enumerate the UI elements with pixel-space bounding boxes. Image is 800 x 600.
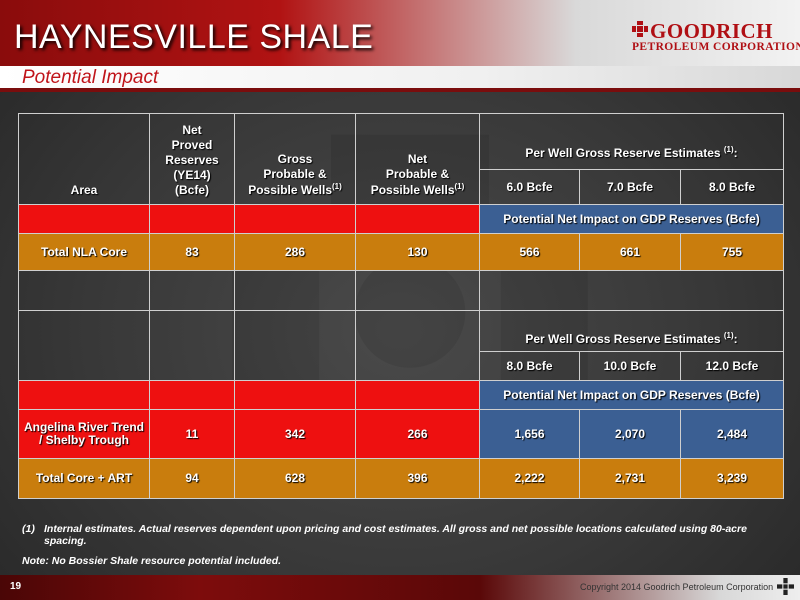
footer-band bbox=[0, 575, 800, 600]
row-net: 396 bbox=[355, 458, 480, 499]
empty-cell bbox=[18, 204, 150, 234]
header-net-wells: Net Probable & Possible Wells(1) bbox=[355, 113, 480, 205]
empty-cell bbox=[355, 310, 480, 381]
per-well-colon: : bbox=[733, 332, 738, 346]
company-logo: GOODRICH PETROLEUM CORPORATION bbox=[632, 19, 800, 59]
estimate-header: 7.0 Bcfe bbox=[579, 169, 681, 205]
reserves-table: Area Net Proved Reserves (YE14) (Bcfe) G… bbox=[18, 113, 785, 499]
note-text: Note: No Bossier Shale resource potentia… bbox=[22, 555, 282, 567]
estimate-header: 10.0 Bcfe bbox=[579, 351, 681, 381]
footnote-ref: (1) bbox=[723, 331, 734, 340]
row-area: Total Core + ART bbox=[18, 458, 150, 499]
estimate-header: 8.0 Bcfe bbox=[679, 169, 785, 205]
row-area: Angelina River Trend / Shelby Trough bbox=[18, 409, 150, 459]
header-per-well-estimates: Per Well Gross Reserve Estimates (1): bbox=[478, 113, 785, 170]
header-net-line: Net bbox=[407, 152, 428, 166]
footnote-text: Internal estimates. Actual reserves depe… bbox=[44, 523, 747, 547]
row-proved: 11 bbox=[149, 409, 235, 459]
header-gross-line: Probable & bbox=[263, 167, 327, 181]
row-net: 130 bbox=[355, 233, 480, 271]
header-net-text: Possible Wells bbox=[370, 183, 455, 197]
impact-label: Potential Net Impact on GDP Reserves (Bc… bbox=[478, 204, 785, 234]
subtitle-band bbox=[0, 66, 800, 88]
row-gross: 286 bbox=[234, 233, 356, 271]
header-net-line: Probable & bbox=[385, 167, 450, 181]
header-proved-line: Net bbox=[182, 123, 202, 137]
empty-cell bbox=[149, 310, 235, 381]
row-value: 566 bbox=[479, 233, 580, 271]
empty-cell bbox=[18, 270, 150, 311]
per-well-title: Per Well Gross Reserve Estimates bbox=[525, 145, 724, 160]
logo-name: GOODRICH bbox=[650, 19, 774, 43]
empty-cell bbox=[355, 204, 480, 234]
row-value: 755 bbox=[679, 233, 785, 271]
estimate-header: 8.0 Bcfe bbox=[479, 351, 580, 381]
header-proved-line: Reserves bbox=[165, 153, 219, 167]
empty-cell bbox=[149, 270, 235, 311]
empty-cell bbox=[234, 270, 356, 311]
header-proved-line: (Bcfe) bbox=[174, 183, 209, 197]
estimate-header: 12.0 Bcfe bbox=[679, 351, 785, 381]
empty-cell bbox=[234, 310, 356, 381]
row-area: Total NLA Core bbox=[18, 233, 150, 271]
row-value: 3,239 bbox=[679, 458, 785, 499]
row-net: 266 bbox=[355, 409, 480, 459]
footnote-number: (1) bbox=[22, 523, 35, 535]
empty-cell bbox=[149, 380, 235, 410]
page-title: HAYNESVILLE SHALE bbox=[14, 18, 374, 56]
footnote-ref: (1) bbox=[332, 182, 342, 191]
page-number: 19 bbox=[10, 581, 22, 592]
header-gross-line: Possible Wells(1) bbox=[235, 182, 355, 198]
per-well-colon: : bbox=[733, 145, 738, 160]
empty-cell bbox=[149, 204, 235, 234]
footer-logo-icon bbox=[777, 578, 794, 595]
goodrich-logo-mark-icon bbox=[632, 21, 648, 37]
copyright-text: Copyright 2014 Goodrich Petroleum Corpor… bbox=[580, 582, 774, 592]
header-gross-text: Possible Wells bbox=[248, 183, 333, 197]
empty-cell bbox=[234, 380, 356, 410]
empty-cell bbox=[355, 270, 480, 311]
per-well-title: Per Well Gross Reserve Estimates bbox=[525, 332, 724, 346]
row-value: 2,222 bbox=[479, 458, 580, 499]
header-proved-line: (YE14) bbox=[173, 168, 211, 182]
header-gross-wells: Gross Probable & Possible Wells(1) bbox=[234, 113, 356, 205]
header-proved-line: Proved bbox=[171, 138, 213, 152]
header-net-proved-reserves: Net Proved Reserves (YE14) (Bcfe) bbox=[149, 113, 235, 205]
page-subtitle: Potential Impact bbox=[22, 67, 159, 88]
impact-label: Potential Net Impact on GDP Reserves (Bc… bbox=[478, 380, 785, 410]
empty-cell bbox=[18, 310, 150, 381]
header-area: Area bbox=[18, 113, 150, 205]
row-proved: 83 bbox=[149, 233, 235, 271]
header-per-well-estimates-2: Per Well Gross Reserve Estimates (1): bbox=[478, 310, 785, 352]
row-gross: 342 bbox=[234, 409, 356, 459]
empty-cell bbox=[234, 204, 356, 234]
logo-corporation: PETROLEUM CORPORATION bbox=[632, 41, 800, 53]
row-value: 2,731 bbox=[579, 458, 681, 499]
row-gross: 628 bbox=[234, 458, 356, 499]
footnote-ref: (1) bbox=[723, 144, 734, 154]
empty-cell bbox=[478, 270, 785, 311]
row-value: 661 bbox=[579, 233, 681, 271]
empty-cell bbox=[18, 380, 150, 410]
header-net-line: Possible Wells(1) bbox=[356, 182, 479, 198]
row-value: 2,484 bbox=[679, 409, 785, 459]
estimate-header: 6.0 Bcfe bbox=[479, 169, 580, 205]
footnote-ref: (1) bbox=[454, 182, 465, 191]
row-value: 2,070 bbox=[579, 409, 681, 459]
row-proved: 94 bbox=[149, 458, 235, 499]
header-gross-line: Gross bbox=[277, 152, 313, 166]
header-divider bbox=[0, 88, 800, 92]
empty-cell bbox=[355, 380, 480, 410]
header-band bbox=[0, 0, 800, 66]
row-value: 1,656 bbox=[479, 409, 580, 459]
